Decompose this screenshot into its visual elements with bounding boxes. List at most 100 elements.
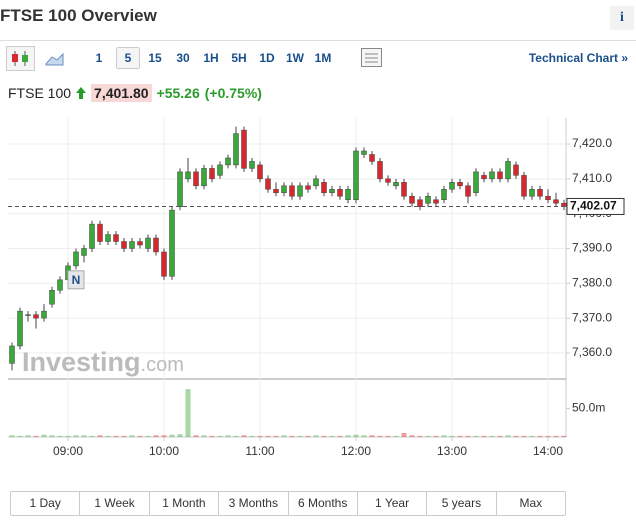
range-button[interactable]: 1 Week xyxy=(80,492,150,515)
range-button[interactable]: 1 Year xyxy=(358,492,428,515)
volume-bar xyxy=(89,435,95,437)
volume-bar xyxy=(281,435,287,437)
volume-bar xyxy=(193,435,199,437)
volume-bar xyxy=(337,435,343,437)
volume-bar xyxy=(561,435,567,437)
volume-bar xyxy=(65,435,71,437)
volume-bar xyxy=(297,435,303,437)
candle-body xyxy=(481,175,487,180)
candle-icon-box[interactable] xyxy=(6,46,35,71)
candle-body xyxy=(457,182,463,187)
interval-button[interactable]: 30 xyxy=(176,51,190,65)
range-button[interactable]: Max xyxy=(519,496,543,510)
volume-bar xyxy=(185,389,191,437)
y-tick-label: 7,410.0 xyxy=(572,171,612,185)
volume-bar xyxy=(249,435,255,437)
candle-body xyxy=(49,290,55,305)
volume-bar xyxy=(537,435,543,437)
candle-body xyxy=(225,157,231,166)
candle-body xyxy=(537,189,543,197)
volume-bar xyxy=(489,435,495,437)
annotation-box xyxy=(67,270,85,290)
volume-bar xyxy=(225,435,231,437)
volume-bar xyxy=(329,435,335,437)
candle-body xyxy=(105,234,111,242)
volume-bar xyxy=(153,435,159,437)
candle-body xyxy=(497,171,503,180)
info-button[interactable]: i xyxy=(610,6,634,30)
range-button[interactable]: 3 Months xyxy=(219,492,289,515)
interval-button[interactable]: 5 xyxy=(116,47,140,69)
volume-bar xyxy=(17,435,23,437)
volume-bar xyxy=(465,435,471,437)
candle-body xyxy=(521,175,527,197)
candle-body xyxy=(9,345,15,364)
volume-bar xyxy=(353,434,359,437)
interval-button[interactable]: 5H xyxy=(231,51,247,65)
volume-bar xyxy=(25,435,31,437)
candle-body xyxy=(129,241,135,249)
divider xyxy=(0,40,636,41)
volume-bar xyxy=(449,435,455,437)
candle-body xyxy=(137,241,143,246)
interval-button[interactable]: 15 xyxy=(148,51,162,65)
range-button[interactable]: 6 Months xyxy=(289,492,358,515)
volume-bar xyxy=(73,435,79,437)
up-arrow xyxy=(76,87,87,99)
candle-body xyxy=(249,161,255,169)
range-button[interactable]: 1 Day xyxy=(11,492,81,515)
candle-body xyxy=(193,171,199,187)
table-icon[interactable] xyxy=(360,47,384,69)
area-icon[interactable] xyxy=(45,52,64,66)
watermark-suffix: .com xyxy=(141,354,184,376)
candle-body xyxy=(433,199,439,204)
interval-button[interactable]: 1D xyxy=(259,51,275,65)
interval-button[interactable]: 1H xyxy=(203,51,219,65)
volume-bar xyxy=(473,435,479,437)
volume-bar xyxy=(57,435,63,437)
candle-body xyxy=(329,189,335,194)
chart-type-icons xyxy=(6,46,64,71)
interval-button[interactable]: 1W xyxy=(286,51,304,65)
candle-body xyxy=(185,171,191,180)
candle-body xyxy=(145,237,151,249)
candle-body xyxy=(553,199,559,204)
range-button[interactable]: 1 Month xyxy=(150,492,220,515)
candle-body xyxy=(505,161,511,180)
last-price-label: 7,402.07 xyxy=(570,199,617,213)
technical-chart-link[interactable]: Technical Chart » xyxy=(528,51,628,65)
candle-body xyxy=(161,251,167,277)
candle-body xyxy=(337,189,343,197)
candle-body xyxy=(313,178,319,187)
candle-body xyxy=(25,314,31,316)
volume-bar xyxy=(377,435,383,437)
price-change-pct: (+0.75%) xyxy=(204,85,262,101)
candle-body xyxy=(401,182,407,197)
volume-bar xyxy=(521,435,527,437)
candle-body xyxy=(409,196,415,204)
candle-body xyxy=(377,161,383,180)
volume-bar xyxy=(33,435,39,437)
candle-body xyxy=(257,164,263,180)
page-title: FTSE 100 Overview xyxy=(0,6,157,25)
candle-body xyxy=(489,171,495,180)
icon-candle xyxy=(22,55,28,62)
volume-bar xyxy=(201,435,207,437)
candle-body xyxy=(201,168,207,187)
volume-bar xyxy=(161,435,167,437)
interval-button[interactable]: 1M xyxy=(314,51,332,65)
volume-tick-label: 50.0m xyxy=(572,401,605,415)
candle-body xyxy=(265,178,271,190)
watermark-text: Investing xyxy=(22,347,141,377)
volume-bar xyxy=(425,435,431,437)
range-bar: 1 Day 1 Week 1 Month 3 Months 6 Months 1 Year… xyxy=(10,491,566,516)
instrument-name: FTSE 100 xyxy=(8,85,72,101)
volume-bar xyxy=(121,435,127,437)
x-tick-label: 14:00 xyxy=(533,444,563,458)
interval-button[interactable]: 1 xyxy=(95,51,103,65)
range-button[interactable]: 5 years xyxy=(427,492,497,515)
price-change: +55.26 xyxy=(156,85,200,101)
candle-body xyxy=(209,168,215,180)
x-tick-label: 11:00 xyxy=(245,444,274,458)
